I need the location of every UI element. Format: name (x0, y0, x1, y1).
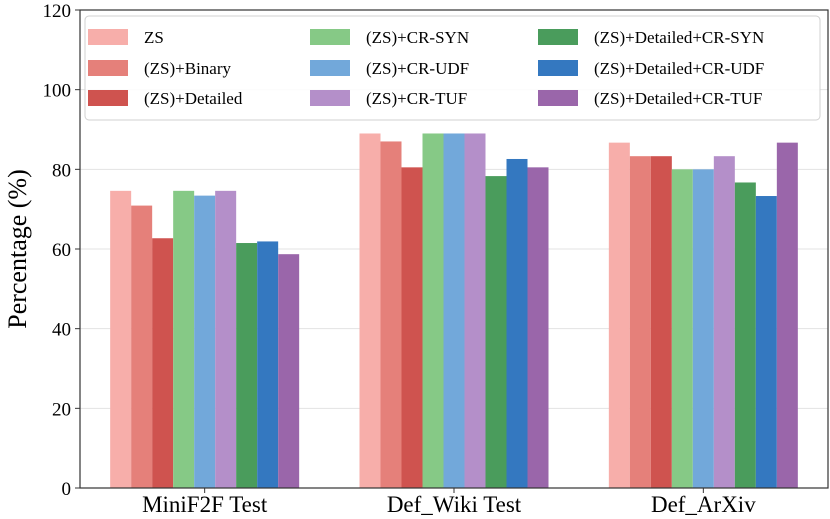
bar (194, 195, 216, 488)
bar (650, 156, 672, 488)
bar (608, 142, 630, 488)
y-axis-title: Percentage (%) (3, 169, 32, 329)
legend-swatch (538, 90, 578, 106)
legend: ZS (ZS)+Binary (ZS)+Detailed (ZS)+CR-SYN (ZS… (84, 15, 821, 121)
bar (776, 142, 798, 488)
legend-label: (ZS)+Detailed+CR-UDF (594, 59, 764, 78)
bar (359, 133, 381, 488)
y-tick-label: 20 (52, 399, 71, 420)
y-tick-label: 100 (43, 81, 72, 102)
legend-label: ZS (144, 28, 164, 47)
y-tick-label: 60 (52, 240, 71, 261)
bar (257, 241, 279, 488)
legend-swatch (310, 60, 350, 76)
legend-label: (ZS)+Detailed (144, 89, 243, 108)
legend-label: (ZS)+Binary (144, 59, 232, 78)
bar (713, 156, 735, 488)
legend-swatch (538, 29, 578, 45)
bar (215, 190, 237, 489)
bar (629, 156, 651, 488)
x-axis-ticks: MiniF2F Test Def_Wiki Test Def_ArXiv (142, 488, 756, 517)
bar (506, 158, 528, 488)
bar (380, 141, 402, 488)
bar (110, 190, 132, 489)
legend-label: (ZS)+CR-TUF (366, 89, 467, 108)
bar (527, 167, 549, 488)
y-tick-label: 120 (43, 1, 72, 22)
bar (131, 205, 153, 488)
x-tick-label: Def_Wiki Test (387, 492, 522, 517)
x-tick-label: Def_ArXiv (651, 492, 756, 517)
y-tick-label: 40 (52, 320, 71, 341)
legend-swatch (88, 90, 128, 106)
bar (401, 167, 423, 488)
legend-label: (ZS)+Detailed+CR-TUF (594, 89, 762, 108)
bar (152, 238, 174, 488)
legend-swatch (88, 60, 128, 76)
legend-label: (ZS)+Detailed+CR-SYN (594, 28, 764, 47)
bar (173, 190, 195, 489)
bar (236, 243, 258, 488)
legend-swatch (88, 29, 128, 45)
legend-swatch (310, 90, 350, 106)
bar (734, 182, 756, 488)
legend-label: (ZS)+CR-UDF (366, 59, 469, 78)
bar (485, 176, 507, 489)
bar (278, 254, 300, 488)
legend-frame (84, 15, 821, 121)
legend-swatch (538, 60, 578, 76)
bar (671, 169, 693, 489)
bar (464, 133, 486, 488)
bar (443, 133, 465, 488)
x-tick-label: MiniF2F Test (142, 492, 268, 517)
bar (422, 133, 444, 488)
bars (110, 133, 798, 489)
legend-label: (ZS)+CR-SYN (366, 28, 469, 47)
bar (755, 196, 777, 488)
y-axis-ticks: 0 20 40 60 80 100 120 (43, 1, 80, 500)
bar (692, 169, 714, 489)
legend-swatch (310, 29, 350, 45)
y-tick-label: 0 (62, 479, 72, 500)
y-tick-label: 80 (52, 160, 71, 181)
